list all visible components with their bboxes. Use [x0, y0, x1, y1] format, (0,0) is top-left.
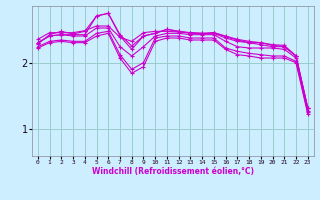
X-axis label: Windchill (Refroidissement éolien,°C): Windchill (Refroidissement éolien,°C) [92, 167, 254, 176]
